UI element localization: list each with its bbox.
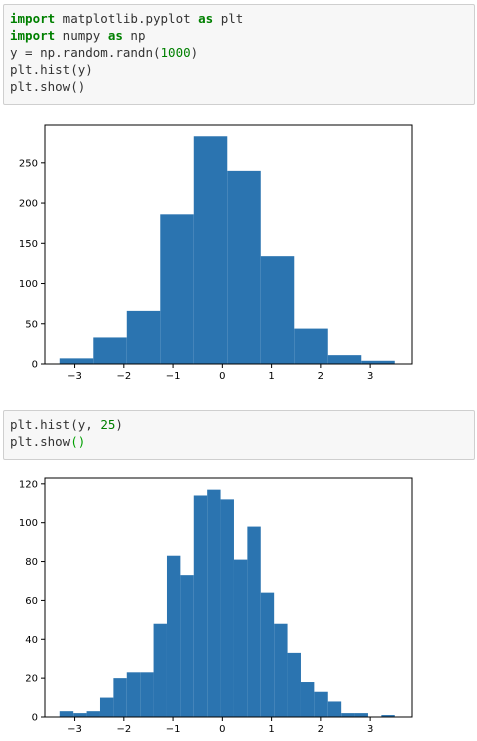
histogram-bar: [300, 682, 315, 717]
histogram-output-2: −3 −2 −1 0 1 2 3 0 20 40 60 80 100 120: [19, 477, 413, 735]
x-tick-label: 2: [318, 724, 324, 735]
histogram-bar: [193, 136, 228, 364]
plot-frame: [44, 477, 413, 718]
plot-frame: [44, 124, 413, 365]
y-tick-label: 50: [25, 319, 38, 330]
y-tick-label: 20: [25, 674, 38, 685]
histogram-bar: [73, 713, 87, 717]
y-tick-label: 100: [19, 279, 38, 290]
x-tick-label: 2: [318, 371, 324, 382]
histogram-bar: [126, 672, 141, 717]
y-tick-label: 100: [19, 518, 38, 529]
x-tick-label: −2: [116, 724, 131, 735]
histogram-bar: [274, 623, 288, 717]
x-tick-label: −2: [116, 371, 131, 382]
histogram-bar: [247, 526, 261, 717]
y-tick-label: 120: [19, 479, 38, 490]
histogram-bar: [260, 256, 295, 364]
code-cell-1[interactable]: import matplotlib.pyplot as plt import n…: [3, 4, 475, 105]
histogram-bar: [233, 559, 248, 717]
histogram-bar: [227, 170, 261, 364]
x-tick-label: −3: [67, 724, 82, 735]
x-tick-label: −1: [166, 371, 181, 382]
histogram-bar: [341, 713, 355, 717]
histogram-bar: [327, 701, 342, 717]
histogram-bar: [59, 711, 74, 717]
code-line-5: plt.show(): [10, 79, 86, 94]
histogram-bar: [126, 310, 161, 364]
histogram-bar: [294, 328, 328, 364]
y-tick-label: 250: [19, 158, 38, 169]
histogram-bar: [153, 623, 167, 717]
x-tick-label: 0: [219, 724, 225, 735]
code-line-4: plt.hist(y): [10, 62, 93, 77]
y-tick-label: 60: [25, 596, 38, 607]
code-cell-2[interactable]: plt.hist(y, 25) plt.show(): [3, 410, 475, 460]
x-tick-label: 1: [268, 724, 274, 735]
code-line-2: plt.show(): [10, 434, 86, 449]
histogram-bar: [193, 495, 208, 717]
y-tick-label: 40: [25, 635, 38, 646]
y-tick-label: 80: [25, 557, 38, 568]
x-tick-label: 1: [268, 371, 274, 382]
histogram-bar: [327, 355, 362, 364]
histogram-bar: [207, 489, 221, 717]
histogram-bar: [361, 360, 395, 364]
histogram-bar: [314, 691, 328, 717]
histogram-bar: [86, 711, 100, 717]
matched-paren: (): [70, 434, 86, 449]
code-line-3: y = np.random.randn(1000): [10, 45, 199, 60]
y-tick-label: 0: [32, 360, 38, 371]
x-tick-label: −1: [166, 724, 181, 735]
x-tick-label: −3: [67, 371, 82, 382]
code-line-2: import numpy as np: [10, 28, 146, 43]
y-tick-label: 200: [19, 199, 38, 210]
x-tick-label: 0: [219, 371, 225, 382]
histogram-bar: [99, 697, 114, 717]
histogram-bar: [260, 592, 275, 717]
x-tick-label: 3: [367, 371, 373, 382]
histogram-bar: [287, 652, 301, 717]
histogram-bar: [93, 337, 127, 364]
histogram-bar: [160, 214, 194, 364]
histogram-bar: [354, 713, 368, 717]
histogram-bar: [180, 575, 194, 717]
x-tick-label: 3: [367, 724, 373, 735]
code-line-1: import matplotlib.pyplot as plt: [10, 11, 244, 26]
histogram-bar: [166, 555, 181, 717]
histogram-bar: [140, 672, 154, 717]
y-tick-label: 150: [19, 239, 38, 250]
y-tick-label: 0: [32, 713, 38, 724]
code-line-1: plt.hist(y, 25): [10, 417, 123, 432]
histogram-output-1: −3 −2 −1 0 1 2 3 0 50 100 150 200 250: [19, 124, 413, 382]
histogram-bar: [113, 678, 127, 717]
histogram-bar: [59, 358, 94, 364]
histogram-bar: [381, 715, 395, 717]
histogram-bar: [220, 499, 234, 717]
